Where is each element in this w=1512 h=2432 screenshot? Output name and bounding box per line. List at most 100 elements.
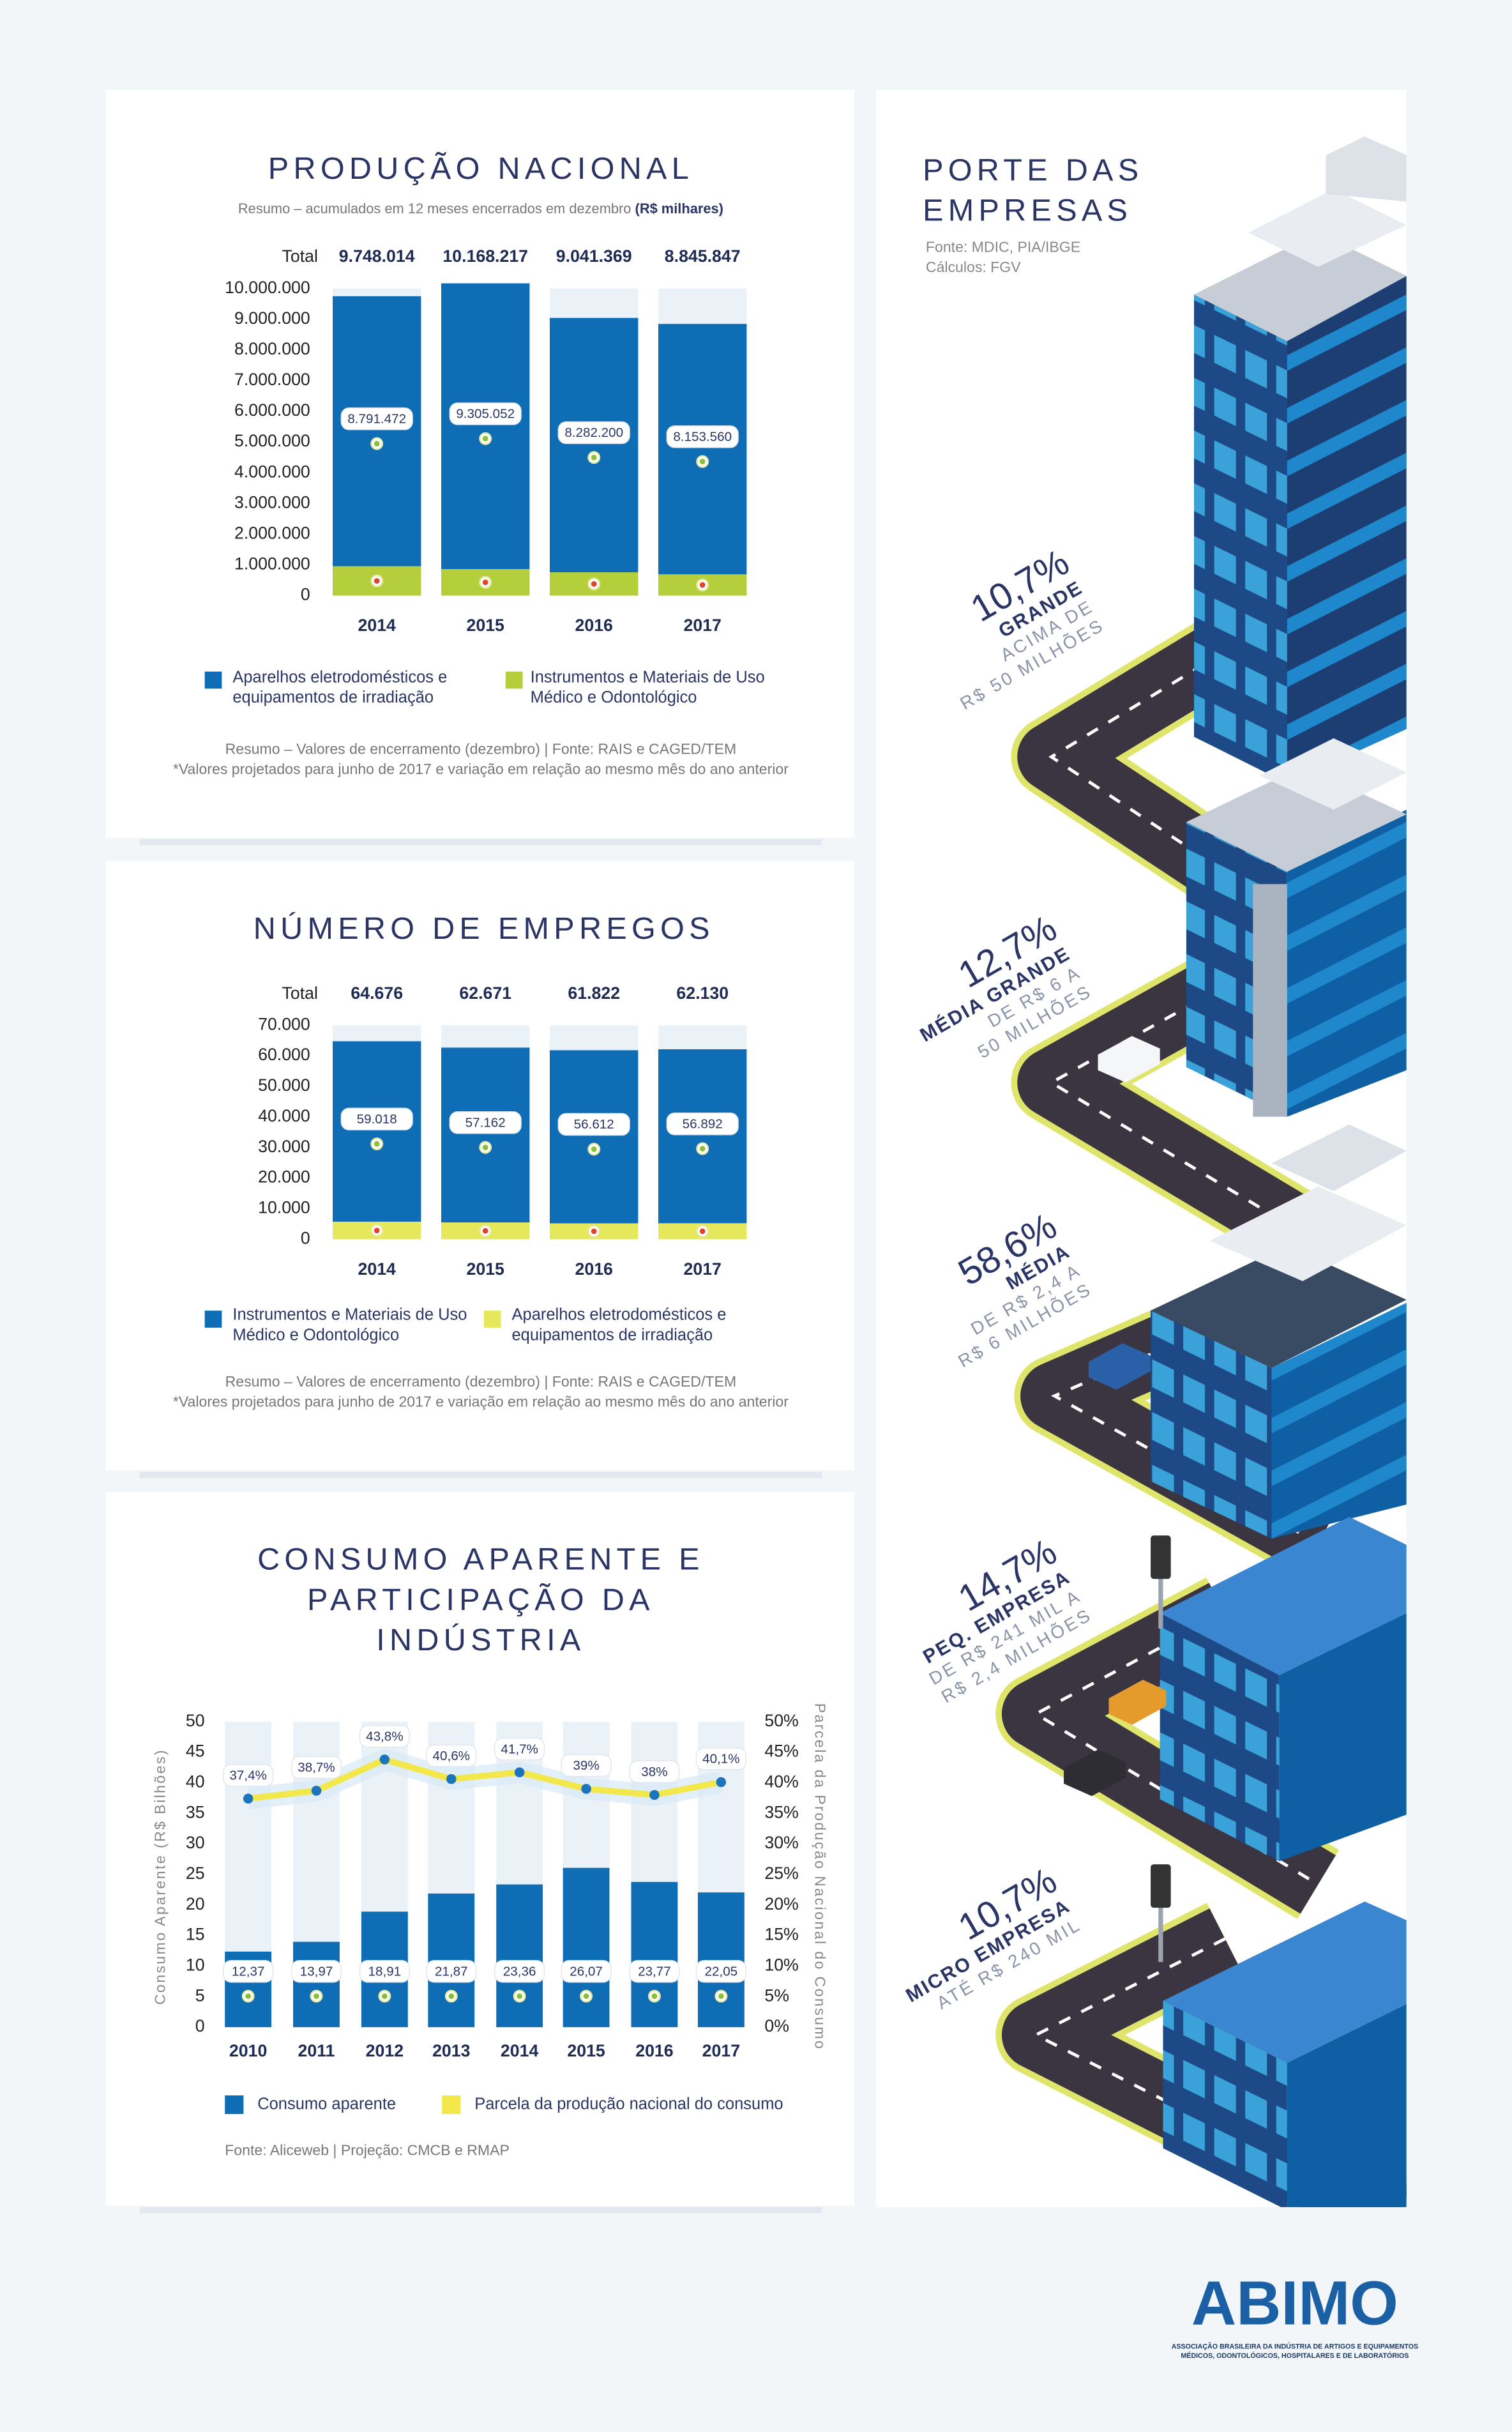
y-tick-label: 40.000 <box>258 1106 310 1125</box>
value-label-box <box>629 1760 680 1783</box>
value-label-box <box>666 1113 739 1136</box>
legend-swatch <box>204 1311 222 1328</box>
line-point <box>311 1786 322 1796</box>
value-label: 12,37 <box>232 1964 265 1979</box>
bar <box>293 1942 340 2028</box>
building-face <box>1287 2003 1407 2207</box>
y-tick-label: 20 <box>186 1894 205 1913</box>
bar <box>563 1867 610 2028</box>
label-dot <box>448 1993 455 1999</box>
value-label-box <box>223 1959 274 1983</box>
chart-title: CONSUMO APARENTE E PARTICIPAÇÃO DA INDÚS… <box>257 1543 704 1659</box>
x-tick-label: 2015 <box>567 2041 605 2060</box>
y-tick-label: 0 <box>301 1228 310 1247</box>
value-label: 39% <box>573 1758 599 1773</box>
subtitle: Resumo – acumulados em 12 meses encerrad… <box>238 201 631 217</box>
road-line <box>1048 650 1226 873</box>
bar-segment <box>550 317 639 573</box>
line <box>248 1756 722 1802</box>
logo: ABIMO <box>1191 2268 1398 2337</box>
value-label: 9.305.052 <box>456 407 515 422</box>
legend-label: Parcela da produção nacional do consumo <box>474 2095 783 2113</box>
bar-segment <box>441 1047 530 1223</box>
label-dot <box>482 1227 488 1234</box>
label-dot <box>699 1146 706 1151</box>
label-dot <box>381 1993 388 1999</box>
roof-structure <box>1259 738 1407 810</box>
y-tick-label: 25 <box>186 1864 205 1883</box>
legend-label: Aparelhos eletrodomésticos e equipamento… <box>511 1305 727 1345</box>
y-tick-label: 60.000 <box>258 1045 310 1064</box>
x-tick-label: 2017 <box>702 2041 740 2060</box>
chart-title: NÚMERO DE EMPREGOS <box>253 911 714 946</box>
value-label: 43,8% <box>366 1729 403 1744</box>
line-point <box>716 1777 727 1788</box>
y2-tick-label: 40% <box>764 1772 798 1791</box>
building-windows <box>1271 1303 1407 1539</box>
value-label-box <box>695 1959 746 1983</box>
x-tick-label: 2016 <box>635 2041 673 2060</box>
label-dot <box>482 436 488 442</box>
value-label-box <box>557 1113 630 1136</box>
legend-item: Instrumentos e Materiais de Uso Médico e… <box>530 668 765 708</box>
value-label: 56.612 <box>574 1117 614 1132</box>
legend-item: Aparelhos eletrodomésticos e equipamento… <box>232 668 448 708</box>
legend-label: Aparelhos eletrodomésticos e equipamento… <box>232 668 448 708</box>
total-value: 10.168.217 <box>442 247 528 266</box>
total-value: 9.748.014 <box>339 247 415 266</box>
value-label: 13,97 <box>300 1964 333 1979</box>
y-tick-label: 0 <box>195 2016 205 2035</box>
y-tick-label: 45 <box>186 1742 205 1761</box>
bar-segment <box>658 1049 747 1224</box>
label-dot <box>699 1228 706 1235</box>
road <box>1017 947 1320 1263</box>
y-tick-label: 1.000.000 <box>234 554 310 574</box>
subtitle-unit: (R$ milhares) <box>635 201 723 217</box>
label-dot <box>374 578 380 584</box>
roof <box>1160 1517 1407 1675</box>
building-windows <box>1160 1613 1280 1862</box>
value-label: 8.791.472 <box>347 411 406 426</box>
building-windows <box>1287 279 1407 784</box>
value-label: 56.892 <box>683 1116 723 1131</box>
x-tick-label: 2015 <box>467 1259 505 1279</box>
legend-label: Instrumentos e Materiais de Uso Médico e… <box>530 668 765 708</box>
value-label: 37,4% <box>229 1768 266 1783</box>
y2-tick-label: 50% <box>764 1711 798 1730</box>
label-dot <box>591 1146 597 1152</box>
panel-title: EMPRESAS <box>923 194 1132 228</box>
line-point <box>243 1793 253 1804</box>
total-value: 8.845.847 <box>665 247 741 266</box>
legend-swatch <box>505 671 523 689</box>
x-tick-label: 2015 <box>467 616 505 635</box>
value-label: 8.282.200 <box>564 425 623 440</box>
roof <box>1151 1245 1407 1368</box>
bar <box>697 1892 745 2028</box>
notes: Resumo – Valores de encerramento (dezemb… <box>173 741 789 779</box>
value-label-box <box>223 1764 274 1787</box>
total-label: Total <box>282 247 318 266</box>
value-label: 8.153.560 <box>673 429 732 444</box>
legend-swatch <box>204 671 222 689</box>
value-label-box <box>449 402 522 425</box>
y-tick-label: 30 <box>186 1833 205 1852</box>
panel-title: PORTE DAS <box>923 153 1143 187</box>
y-tick-label: 35 <box>186 1802 205 1821</box>
total-value: 64.676 <box>351 984 403 1003</box>
label-dot <box>374 1227 380 1234</box>
value-label: 41,7% <box>501 1742 538 1756</box>
note: Resumo – Valores de encerramento (dezemb… <box>225 741 737 759</box>
x-tick-label: 2017 <box>684 1259 722 1279</box>
value-label: 40,6% <box>433 1749 470 1763</box>
value-label: 26,07 <box>570 1964 603 1979</box>
value-label-box <box>557 421 630 445</box>
label-dot <box>245 1993 252 1999</box>
value-label-box <box>695 1747 746 1770</box>
value-label: 23,77 <box>638 1964 671 1979</box>
value-label-box <box>494 1959 545 1983</box>
building-windows <box>1194 294 1287 784</box>
value-label-box <box>561 1959 612 1983</box>
notes: Resumo – Valores de encerramento (dezemb… <box>173 1374 789 1411</box>
bar <box>496 1884 543 2028</box>
value-label: 18,91 <box>368 1964 402 1979</box>
